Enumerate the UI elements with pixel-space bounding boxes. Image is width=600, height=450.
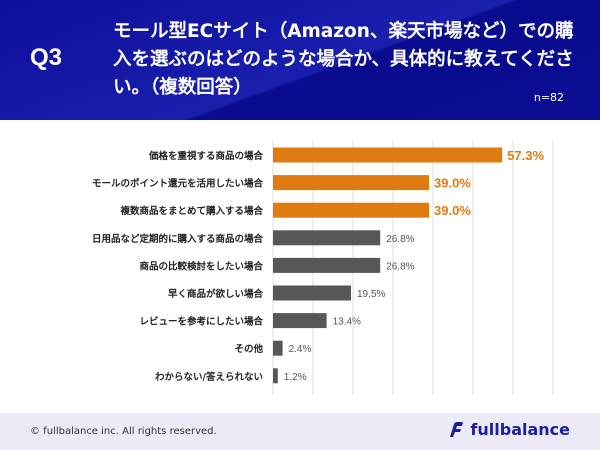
category-label: わからない/答えられない	[155, 371, 263, 383]
sample-size: n=82	[533, 91, 564, 104]
category-label: 日用品など定期的に購入する商品の場合	[92, 233, 264, 245]
brand-name: fullbalance	[470, 420, 570, 439]
bar	[273, 340, 283, 356]
value-label: 26.8%	[386, 261, 414, 272]
bar	[273, 313, 327, 329]
bar	[273, 202, 429, 218]
question-title: モール型ECサイト（Amazon、楽天市場など）での購入を選ぶのはどのような場合…	[113, 21, 574, 98]
category-label: 価格を重視する商品の場合	[148, 150, 264, 162]
brand-logo: fullbalance	[447, 420, 570, 439]
bar	[273, 230, 381, 246]
bar	[273, 285, 351, 301]
value-label: 19.5%	[357, 289, 385, 300]
category-label: レビューを参考にしたい場合	[139, 316, 263, 328]
bar-chart: 価格を重視する商品の場合 57.3% モールのポイント還元を活用したい場合 39.0%…	[92, 140, 554, 395]
value-label: 26.8%	[386, 234, 414, 245]
question-number: Q3	[30, 44, 63, 71]
value-label: 39.0%	[434, 176, 471, 191]
copyright: © fullbalance inc. All rights reserved.	[30, 426, 217, 437]
bar	[273, 257, 381, 273]
bar	[273, 368, 278, 384]
category-label: 複数商品をまとめて購入する場合	[119, 205, 263, 217]
value-label: 2.4%	[289, 344, 312, 355]
value-label: 57.3%	[507, 148, 544, 163]
footer: © fullbalance inc. All rights reserved. …	[0, 413, 600, 450]
category-label: モールのポイント還元を活用したい場合	[92, 178, 264, 190]
header-banner: Q3 モール型ECサイト（Amazon、楽天市場など）での購入を選ぶのはどのよう…	[0, 0, 600, 120]
bar	[273, 175, 429, 191]
value-label: 1.2%	[284, 372, 307, 383]
brand-mark-icon	[450, 421, 464, 437]
bar	[273, 147, 503, 163]
value-label: 13.4%	[333, 317, 361, 328]
category-label: 早く商品が欲しい場合	[168, 288, 264, 300]
category-label: その他	[234, 343, 263, 355]
value-label: 39.0%	[434, 203, 471, 218]
category-label: 商品の比較検討をしたい場合	[139, 260, 263, 272]
